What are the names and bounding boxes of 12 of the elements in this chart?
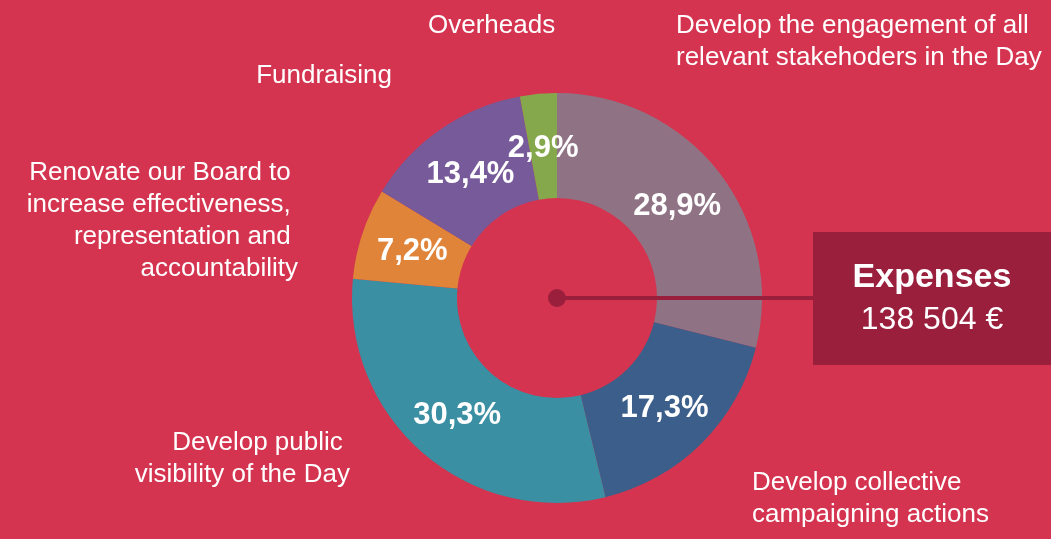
data-label: 30,3% <box>413 395 502 431</box>
data-label: 7,2% <box>376 232 448 268</box>
text: Expenses <box>851 255 1013 296</box>
text: 138 504 € <box>859 299 1005 338</box>
slice-label: Overheads <box>428 9 556 39</box>
data-label: 28,9% <box>633 186 722 222</box>
data-label: 17,3% <box>620 388 709 424</box>
slice-label: Renovate our Board to increase effectiveness, representation and accountability <box>26 156 298 282</box>
slice-label: Develop public visibility of the Day <box>134 426 350 488</box>
slice-label: Develop collective campaigning actions <box>752 466 990 528</box>
slice-label: Fundraising <box>256 59 392 89</box>
slice-label: Develop the engagement of all relevant stakehoders in the Day <box>676 9 1042 71</box>
